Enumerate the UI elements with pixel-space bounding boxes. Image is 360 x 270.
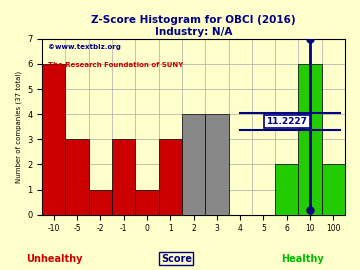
Text: 11.2227: 11.2227 — [266, 117, 307, 126]
Bar — [298, 64, 322, 215]
Bar — [89, 190, 112, 215]
Text: Healthy: Healthy — [281, 254, 324, 264]
Bar — [205, 114, 229, 215]
Text: ©www.textbiz.org: ©www.textbiz.org — [48, 44, 121, 50]
Text: Unhealthy: Unhealthy — [26, 254, 82, 264]
Bar — [112, 139, 135, 215]
Text: Score: Score — [161, 254, 192, 264]
Bar — [275, 164, 298, 215]
Title: Z-Score Histogram for OBCI (2016)
Industry: N/A: Z-Score Histogram for OBCI (2016) Indust… — [91, 15, 296, 37]
Bar — [182, 114, 205, 215]
Bar — [66, 139, 89, 215]
Bar — [159, 139, 182, 215]
Bar — [322, 164, 345, 215]
Bar — [42, 64, 66, 215]
Text: The Research Foundation of SUNY: The Research Foundation of SUNY — [48, 62, 184, 68]
Y-axis label: Number of companies (37 total): Number of companies (37 total) — [15, 71, 22, 183]
Bar — [135, 190, 159, 215]
